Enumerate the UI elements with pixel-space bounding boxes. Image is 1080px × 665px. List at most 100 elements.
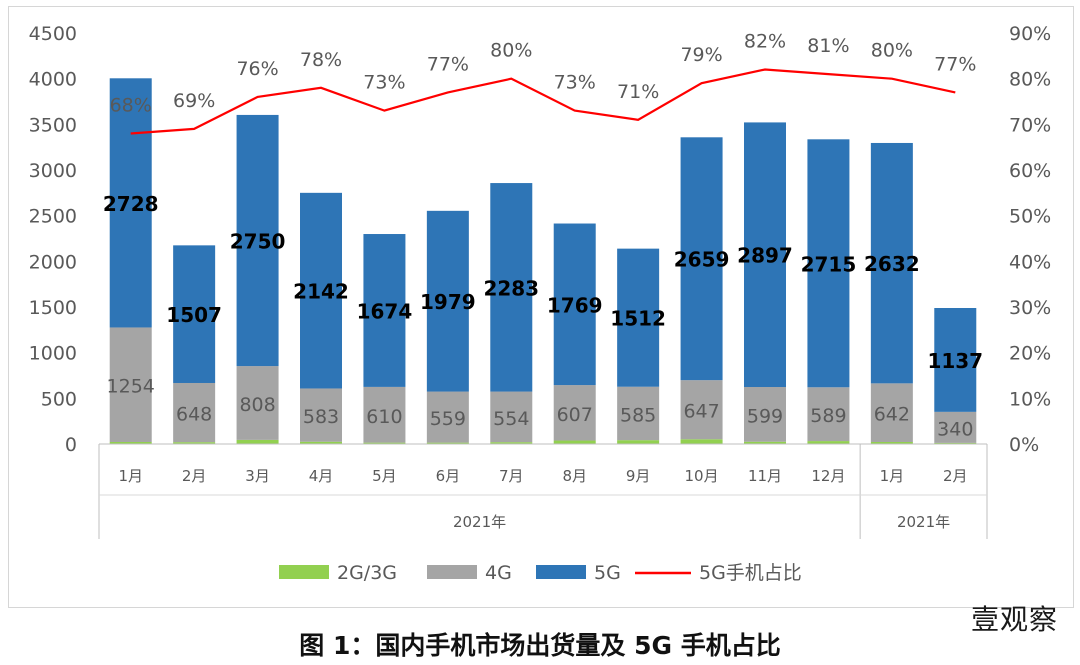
data-label-5g: 2728 xyxy=(103,192,159,216)
data-label-5g: 2142 xyxy=(293,280,349,304)
y-tick-label: 2500 xyxy=(29,206,77,228)
data-label-4g: 610 xyxy=(366,406,402,428)
bar-2g3g xyxy=(300,441,342,444)
data-label-4g: 599 xyxy=(747,405,783,427)
bar-4g xyxy=(870,383,913,442)
y-tick-label: 500 xyxy=(41,388,77,410)
bar-4g xyxy=(300,388,342,442)
y2-tick-label: 0% xyxy=(1009,434,1039,456)
bar-4g xyxy=(617,386,660,441)
y-tick-label: 0 xyxy=(65,434,77,456)
line-data-label: 69% xyxy=(173,90,215,112)
line-data-label: 68% xyxy=(110,94,152,116)
line-data-label: 82% xyxy=(744,31,786,53)
data-label-5g: 2632 xyxy=(864,252,920,276)
x-tick-label: 2月 xyxy=(943,467,968,485)
x-tick-label: 9月 xyxy=(626,467,651,485)
data-label-4g: 642 xyxy=(874,404,910,426)
bar-4g xyxy=(490,391,533,443)
data-label-4g: 554 xyxy=(493,408,529,430)
bar-4g xyxy=(236,366,279,440)
data-label-5g: 2659 xyxy=(674,248,730,272)
watermark-text: 壹观察 xyxy=(970,603,1058,636)
line-data-label: 81% xyxy=(807,35,849,57)
line-data-label: 78% xyxy=(300,49,342,71)
x-group-label: 2021年 xyxy=(453,513,506,531)
line-data-label: 80% xyxy=(490,40,532,62)
y-tick-label: 3000 xyxy=(29,160,77,182)
bar-5g xyxy=(744,122,786,388)
bar-5g xyxy=(109,78,152,328)
y-tick-label: 2000 xyxy=(29,251,77,273)
y2-tick-label: 60% xyxy=(1009,160,1051,182)
share-line xyxy=(130,68,956,135)
bar-4g xyxy=(173,382,216,443)
bar-5g xyxy=(426,210,469,392)
bar-2g3g xyxy=(490,442,533,444)
x-tick-label: 5月 xyxy=(372,467,397,485)
x-tick-label: 1月 xyxy=(118,467,143,485)
bar-2g3g xyxy=(617,440,660,444)
bar-5g xyxy=(934,308,977,412)
y-tick-label: 4000 xyxy=(29,69,77,91)
legend-swatch xyxy=(427,565,477,579)
data-label-5g: 1512 xyxy=(610,307,666,331)
line-data-label: 79% xyxy=(680,44,722,66)
data-label-4g: 585 xyxy=(620,404,656,426)
data-label-4g: 607 xyxy=(557,404,593,426)
line-data-label: 73% xyxy=(363,72,405,94)
bar-5g xyxy=(617,248,660,387)
line-data-label: 80% xyxy=(871,40,913,62)
y2-tick-label: 30% xyxy=(1009,297,1051,319)
bar-4g xyxy=(807,387,850,442)
data-label-4g: 559 xyxy=(430,408,466,430)
legend-label: 4G xyxy=(485,562,512,584)
y2-tick-label: 50% xyxy=(1009,206,1051,228)
x-group-label: 2021年 xyxy=(897,513,950,531)
bar-5g xyxy=(300,192,342,389)
data-label-5g: 1979 xyxy=(420,290,476,314)
bar-2g3g xyxy=(744,441,786,444)
data-label-4g: 808 xyxy=(239,394,275,416)
x-tick-label: 2月 xyxy=(182,467,207,485)
y-tick-label: 1000 xyxy=(29,343,77,365)
data-label-4g: 647 xyxy=(683,401,719,423)
bar-4g xyxy=(109,327,152,442)
data-label-4g: 648 xyxy=(176,404,212,426)
bar-4g xyxy=(363,386,406,443)
bar-2g3g xyxy=(870,441,913,444)
x-tick-label: 3月 xyxy=(245,467,270,485)
x-tick-label: 10月 xyxy=(685,467,719,485)
bar-2g3g xyxy=(109,441,152,444)
line-data-label: 71% xyxy=(617,81,659,103)
bar-4g xyxy=(426,391,469,443)
data-label-5g: 2715 xyxy=(801,252,857,276)
y2-tick-label: 40% xyxy=(1009,251,1051,273)
data-label-4g: 589 xyxy=(810,405,846,427)
figure-caption: 图 1：国内手机市场出货量及 5G 手机占比 xyxy=(299,631,781,660)
legend-label: 5G手机占比 xyxy=(699,562,802,584)
bar-5g xyxy=(236,114,279,367)
line-data-label: 76% xyxy=(236,58,278,80)
data-label-5g: 2283 xyxy=(483,276,539,300)
bar-5g xyxy=(173,245,216,383)
x-tick-label: 12月 xyxy=(811,467,845,485)
x-tick-label: 6月 xyxy=(436,467,461,485)
y-tick-label: 4500 xyxy=(29,23,77,45)
data-label-4g: 1254 xyxy=(107,376,155,398)
bar-5g xyxy=(680,137,723,381)
data-label-4g: 583 xyxy=(303,406,339,428)
bar-2g3g xyxy=(934,442,977,444)
bar-2g3g xyxy=(680,439,723,444)
shipment-chart: 0 500 1000 1500 2000 2500 3000 3500 4000 4500 0% 10… xyxy=(29,23,1052,584)
x-tick-label: 1月 xyxy=(880,467,905,485)
x-tick-label: 4月 xyxy=(309,467,334,485)
bar-5g xyxy=(870,142,913,384)
chart-frame: 0 500 1000 1500 2000 2500 3000 3500 4000 4500 0% 10… xyxy=(8,6,1074,608)
line-data-label: 77% xyxy=(427,53,469,75)
x-tick-label: 11月 xyxy=(748,467,782,485)
bar-5g xyxy=(363,234,406,387)
bar-2g3g xyxy=(807,441,850,444)
data-label-5g: 1674 xyxy=(357,299,413,323)
bar-2g3g xyxy=(236,439,279,444)
